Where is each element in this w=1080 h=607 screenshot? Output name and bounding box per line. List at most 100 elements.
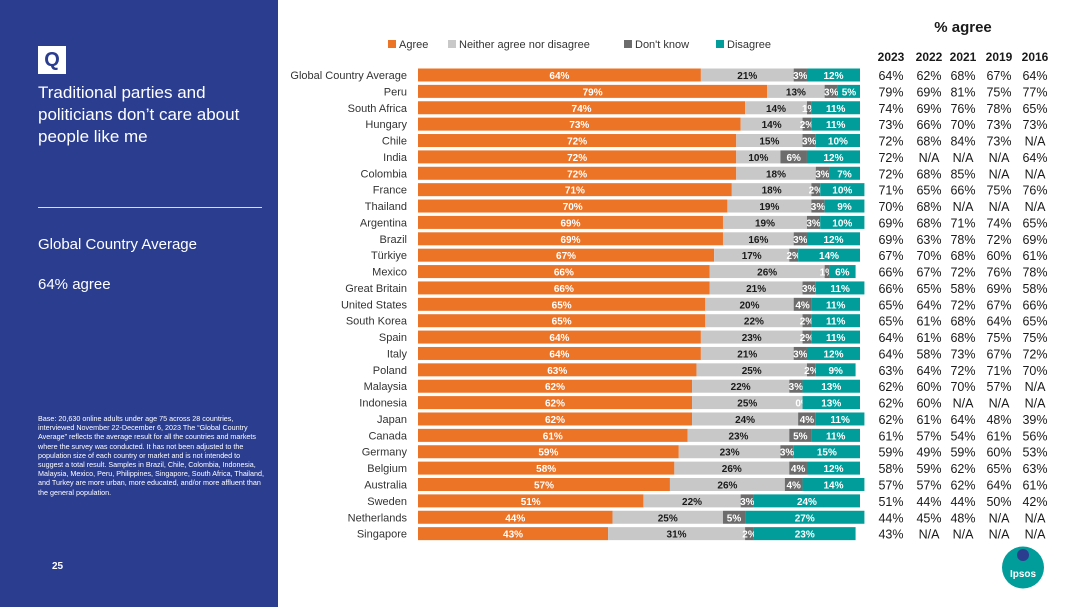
data-label-disagree: 11% — [826, 104, 846, 115]
trend-cell: 60% — [986, 446, 1011, 460]
bar-neither — [700, 346, 794, 360]
trend-cell: 65% — [878, 315, 903, 329]
trend-cell: 67% — [986, 69, 1011, 83]
data-label-agree: 62% — [545, 382, 565, 393]
trend-cell: 54% — [950, 429, 975, 443]
data-label-agree: 44% — [505, 513, 525, 524]
category-label: South Korea — [346, 316, 408, 328]
bar-agree — [418, 68, 701, 82]
bar-neither — [705, 314, 803, 328]
trend-cell: 69% — [916, 85, 941, 99]
trend-cell: 68% — [950, 249, 975, 263]
bar-disagree — [802, 379, 860, 393]
bar-disagree — [806, 346, 860, 360]
data-label-disagree: 12% — [823, 71, 843, 82]
data-label-dontknow: 1% — [820, 268, 835, 279]
bar-agree — [418, 494, 644, 508]
trend-year-header: 2022 — [916, 50, 943, 64]
bar-disagree — [811, 297, 860, 311]
data-label-agree: 64% — [549, 349, 569, 360]
data-label-neither: 18% — [766, 169, 786, 180]
bar-agree — [418, 412, 693, 426]
bar-agree — [418, 117, 741, 131]
data-label-agree: 72% — [567, 169, 587, 180]
bar-disagree — [793, 445, 860, 459]
trend-cell: 69% — [916, 102, 941, 116]
trend-cell: N/A — [1025, 511, 1047, 525]
trend-cell: 65% — [986, 462, 1011, 476]
bar-disagree — [806, 68, 860, 82]
bar-disagree — [815, 134, 860, 148]
data-label-disagree: 10% — [832, 218, 852, 229]
data-label-agree: 65% — [552, 317, 572, 328]
trend-cell: 69% — [986, 282, 1011, 296]
bar-neither — [736, 134, 803, 148]
bar-disagree — [811, 117, 860, 131]
data-label-agree: 64% — [549, 333, 569, 344]
category-label: Belgium — [367, 463, 407, 475]
bar-dontknow — [802, 117, 812, 131]
data-label-agree: 43% — [503, 530, 523, 541]
trend-cell: 48% — [986, 413, 1011, 427]
bar-agree — [418, 527, 609, 541]
trend-cell: 58% — [878, 462, 903, 476]
bar-neither — [700, 330, 803, 344]
bar-dontknow — [789, 379, 803, 393]
data-label-disagree: 14% — [823, 481, 843, 492]
data-label-neither: 24% — [735, 415, 755, 426]
trend-cell: 64% — [986, 479, 1011, 493]
trend-cell: 60% — [916, 380, 941, 394]
category-label: Argentina — [360, 217, 408, 229]
data-label-neither: 25% — [742, 366, 762, 377]
trend-cell: 61% — [916, 315, 941, 329]
trend-cell: 73% — [986, 135, 1011, 149]
trend-cell: 66% — [878, 282, 903, 296]
bar-neither — [709, 265, 825, 279]
data-label-dontknow: 4% — [786, 481, 801, 492]
data-label-neither: 23% — [742, 333, 762, 344]
trend-cell: 60% — [986, 249, 1011, 263]
data-label-agree: 64% — [549, 71, 569, 82]
bar-neither — [669, 478, 785, 491]
trend-cell: 72% — [950, 364, 975, 378]
bar-neither — [714, 248, 790, 262]
trend-cell: N/A — [1025, 167, 1047, 181]
trend-cell: 64% — [878, 347, 903, 361]
trend-cell: 58% — [950, 282, 975, 296]
trend-cell: 65% — [1022, 315, 1047, 329]
trend-cell: 62% — [950, 462, 975, 476]
bar-dontknow — [802, 314, 812, 328]
trend-cell: 64% — [950, 413, 975, 427]
trend-cell: N/A — [919, 528, 941, 542]
category-label: Türkiye — [371, 250, 407, 262]
trend-cell: N/A — [989, 528, 1011, 542]
data-label-disagree: 13% — [821, 399, 841, 410]
trend-year-header: 2016 — [1022, 50, 1049, 64]
bar-agree — [418, 363, 697, 377]
trend-cell: N/A — [953, 397, 975, 411]
bar-dontknow — [798, 412, 816, 426]
trend-cell: 66% — [878, 266, 903, 280]
data-label-agree: 67% — [556, 251, 576, 262]
data-label-dontknow: 2% — [742, 530, 757, 541]
data-label-neither: 23% — [720, 448, 740, 459]
bar-dontknow — [793, 232, 807, 246]
data-label-dontknow: 3% — [815, 169, 830, 180]
bar-neither — [678, 445, 781, 459]
data-label-dontknow: 3% — [789, 382, 804, 393]
trend-cell: 61% — [916, 413, 941, 427]
bar-agree — [418, 330, 701, 344]
trend-cell: 60% — [916, 397, 941, 411]
trend-cell: 76% — [1022, 184, 1047, 198]
trend-cell: N/A — [1025, 397, 1047, 411]
bar-disagree — [811, 428, 860, 442]
trend-cell: 81% — [950, 85, 975, 99]
data-label-disagree: 15% — [817, 448, 837, 459]
trend-cell: 64% — [878, 69, 903, 83]
data-label-neither: 31% — [667, 530, 687, 541]
trend-cell: 78% — [950, 233, 975, 247]
data-label-dontknow: 4% — [795, 300, 810, 311]
bar-disagree — [753, 494, 860, 508]
trend-cell: 74% — [878, 102, 903, 116]
question-title: Traditional parties and politicians don’… — [38, 83, 240, 146]
